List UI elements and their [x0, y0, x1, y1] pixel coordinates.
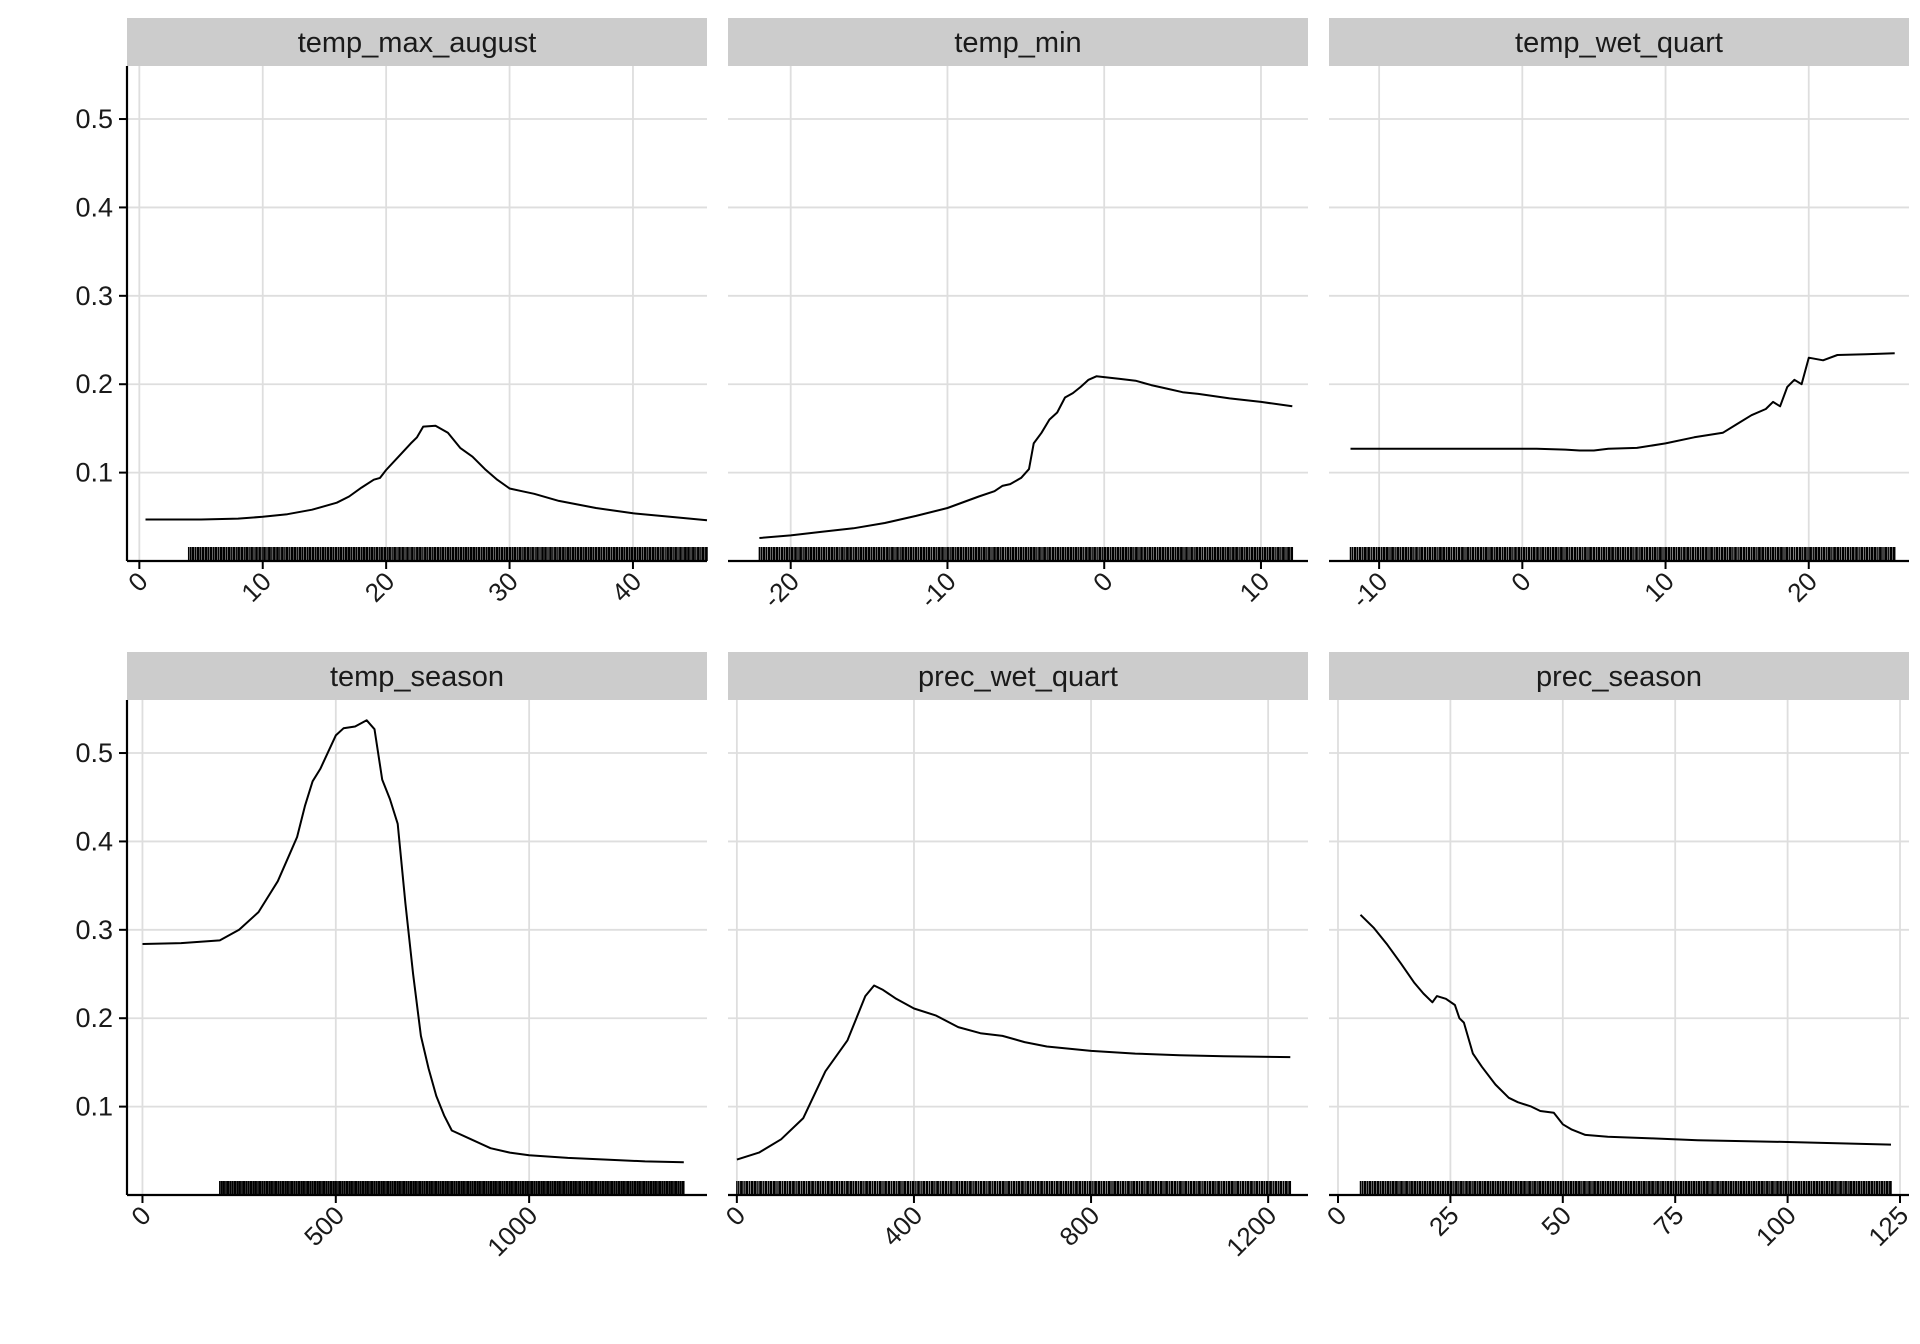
facet-panel: temp_min -20 -10 0 10: [728, 18, 1308, 614]
facet-panel: temp_max_august 0 10 20 30 40 0.1 0.2 0.3 0.4 0.5: [75, 18, 708, 608]
facet-title: temp_max_august: [298, 27, 537, 59]
facet-strip: [728, 652, 1308, 700]
rug-marks: [736, 1181, 1292, 1195]
rug-tick: [187, 547, 708, 561]
y-tick-label: 0.1: [75, 458, 113, 488]
facet-strip: [1329, 652, 1909, 700]
rug-tick: [758, 547, 1294, 561]
rug-tick: [219, 1181, 685, 1195]
rug-marks: [219, 1181, 685, 1195]
rug-tick: [1359, 1181, 1892, 1195]
x-tick-label: 25: [1423, 1200, 1465, 1242]
y-tick-label: 0.5: [75, 738, 113, 768]
series-line: [736, 984, 1291, 1161]
x-tick-label: 10: [1234, 566, 1276, 608]
facet-panel: temp_season 0 500 1000 0.1 0.2 0.3 0.4 0.5: [75, 652, 707, 1262]
facet-title: temp_wet_quart: [1515, 27, 1723, 59]
x-tick-label: 500: [298, 1200, 350, 1252]
x-tick-label: 20: [1781, 566, 1823, 608]
rug-marks: [187, 547, 708, 561]
x-tick-label: 0: [1321, 1200, 1352, 1231]
facet-title: prec_season: [1536, 661, 1702, 693]
x-tick-label: 800: [1053, 1200, 1105, 1252]
x-tick-label: 40: [606, 566, 648, 608]
y-tick-label: 0.1: [75, 1092, 113, 1122]
y-tick-label: 0.5: [75, 104, 113, 134]
series-line: [1359, 914, 1892, 1146]
x-tick-label: 125: [1862, 1200, 1914, 1252]
x-tick-label: 10: [1638, 566, 1680, 608]
x-tick-label: 0: [125, 1200, 156, 1231]
series-line: [142, 719, 684, 1164]
x-tick-label: 0: [720, 1200, 751, 1231]
rug-marks: [1349, 547, 1896, 561]
series-line: [145, 424, 708, 522]
rug-tick: [736, 1181, 1292, 1195]
rug-marks: [758, 547, 1294, 561]
facet-title: prec_wet_quart: [918, 661, 1118, 693]
x-tick-label: -10: [1346, 566, 1394, 614]
x-tick-label: 100: [1750, 1200, 1802, 1252]
x-tick-label: 20: [359, 566, 401, 608]
x-tick-label: 400: [876, 1200, 928, 1252]
y-tick-label: 0.2: [75, 1003, 113, 1033]
x-tick-label: 75: [1648, 1200, 1690, 1242]
x-tick-label: 1000: [481, 1200, 543, 1262]
facet-panel: prec_wet_quart 0 400 800 1200: [720, 652, 1308, 1262]
facet-title: temp_season: [330, 661, 504, 693]
rug-marks: [1359, 1181, 1892, 1195]
x-tick-label: 50: [1535, 1200, 1577, 1242]
x-tick-label: -20: [757, 566, 805, 614]
facet-title: temp_min: [954, 27, 1081, 59]
x-tick-label: 0: [1087, 566, 1118, 597]
x-tick-label: 1200: [1220, 1200, 1282, 1262]
rug-tick: [1349, 547, 1896, 561]
y-tick-label: 0.3: [75, 915, 113, 945]
facet-strip: [127, 18, 707, 66]
facet-strip: [1329, 18, 1909, 66]
x-tick-label: 10: [235, 566, 277, 608]
series-line: [759, 375, 1293, 539]
facet-strip: [127, 652, 707, 700]
facet-strip: [728, 18, 1308, 66]
x-tick-label: -10: [914, 566, 962, 614]
y-tick-label: 0.4: [75, 192, 113, 222]
y-tick-label: 0.2: [75, 369, 113, 399]
facet-panel: temp_wet_quart -10 0 10 20: [1329, 18, 1909, 614]
y-tick-label: 0.4: [75, 826, 113, 856]
y-tick-label: 0.3: [75, 281, 113, 311]
series-line: [1350, 352, 1895, 452]
facet-panel: prec_season 0 25 50 75 100 125: [1321, 652, 1914, 1252]
x-tick-label: 30: [482, 566, 524, 608]
x-tick-label: 0: [1505, 566, 1536, 597]
x-tick-label: 0: [122, 566, 153, 597]
